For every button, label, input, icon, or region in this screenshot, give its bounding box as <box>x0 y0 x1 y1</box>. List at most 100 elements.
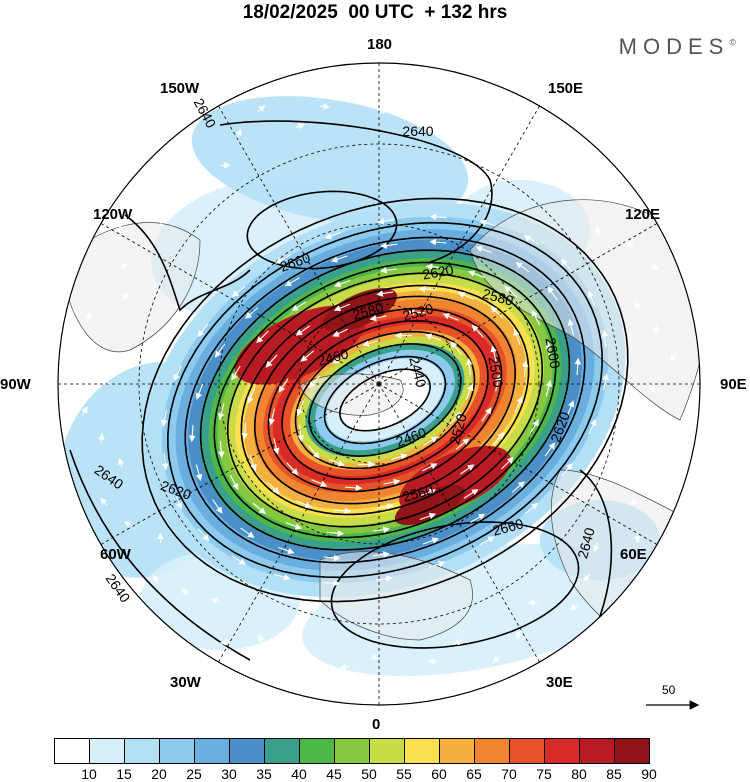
wind-arrow <box>513 328 521 346</box>
height-contour <box>227 272 543 528</box>
wind-arrow <box>153 574 160 584</box>
wind-arrow <box>275 254 291 264</box>
wind-arrow <box>455 438 470 450</box>
colorbar-swatch <box>334 738 370 764</box>
wind-arrow <box>462 126 471 134</box>
wind-arrow <box>332 328 349 337</box>
copyright-mark: © <box>729 37 736 48</box>
wind-arrow <box>566 400 575 417</box>
longitude-label: 90E <box>720 376 747 393</box>
wind-arrow <box>278 546 295 555</box>
wind-arrow <box>493 124 500 134</box>
map-title: 18/02/2025 00 UTC + 132 hrs <box>242 2 508 23</box>
wind-arrow <box>450 341 462 355</box>
wind-arrow <box>188 425 196 443</box>
wind-arrow <box>429 238 447 246</box>
contour-label: 2560 <box>401 481 435 505</box>
contour-label: 2600 <box>542 336 563 370</box>
wind-arrow <box>331 354 347 364</box>
contour-label: 2620 <box>421 261 455 282</box>
contour-labels: 2640 2640 2660 2620 2580 2580 2520 2460 2440 2500… <box>92 95 598 605</box>
height-contour <box>69 449 251 661</box>
wind-arrow <box>653 324 660 335</box>
wind-arrow <box>376 503 394 510</box>
wind-arrow <box>327 529 345 537</box>
colorbar-swatch <box>54 738 90 764</box>
wind-arrow <box>286 462 299 476</box>
wind-arrow <box>347 86 357 93</box>
wind-arrow <box>424 333 442 341</box>
height-contour <box>253 295 517 505</box>
colorbar-label: 25 <box>186 766 202 782</box>
colorbar-swatch <box>579 738 615 764</box>
wind-arrow <box>602 373 609 391</box>
wind-arrow <box>479 219 497 227</box>
wind-arrow <box>195 383 204 400</box>
contour-label: 2520 <box>401 300 435 324</box>
wind-arrow <box>297 424 305 442</box>
longitude-label: 90W <box>0 376 31 393</box>
wind-arrow <box>449 411 462 425</box>
wind-arrow <box>231 365 241 381</box>
contour-label: 2460 <box>316 345 350 369</box>
graticule <box>58 63 700 705</box>
wind-arrow <box>658 413 666 424</box>
wind-arrow <box>408 97 419 105</box>
wind-arrow <box>633 300 641 311</box>
colorbar-label: 60 <box>431 766 447 782</box>
wind-arrow <box>527 122 539 129</box>
wind-arrow <box>475 245 492 254</box>
wind-arrow <box>181 588 190 596</box>
latitude-circle <box>218 223 540 545</box>
wind-arrow <box>370 653 380 660</box>
colorbar-swatch <box>614 738 650 764</box>
wind-arrow <box>117 457 125 468</box>
wind-arrow <box>372 551 390 558</box>
wind-arrow <box>197 528 210 542</box>
wind-arrow <box>308 445 320 459</box>
wind-arrow <box>330 255 348 263</box>
contour-label: 2580 <box>351 299 385 323</box>
contour-label: 2640 <box>402 123 433 139</box>
wind-arrow <box>334 507 352 515</box>
longitude-label: 30W <box>170 674 201 691</box>
wind-arrow <box>235 128 242 139</box>
polar-map: 2640 2640 2660 2620 2580 2580 2520 2460 2440 2500… <box>57 62 701 706</box>
wind-arrow <box>401 675 411 682</box>
wind-arrow <box>583 573 591 582</box>
wind-arrow <box>323 554 341 562</box>
wind-arrow <box>81 406 88 416</box>
wind-arrow <box>307 671 318 678</box>
colorbar-label: 40 <box>291 766 307 782</box>
colorbar-label: 35 <box>256 766 272 782</box>
wind-arrow <box>265 354 278 368</box>
wind-arrow <box>511 481 525 493</box>
wind-arrow <box>117 224 124 236</box>
wind-arrow <box>85 312 92 323</box>
colorbar-label: 70 <box>501 766 517 782</box>
wind-arrow <box>629 467 637 476</box>
height-contour <box>330 521 580 649</box>
colorbar-label: 75 <box>536 766 552 782</box>
longitude-label: 120E <box>625 206 661 223</box>
wind-arrow <box>210 598 221 605</box>
wind-arrow <box>258 634 265 644</box>
wind-arrow <box>418 285 436 293</box>
wind-arrow <box>119 263 129 270</box>
colorbar-label: 20 <box>151 766 167 782</box>
wind-arrow <box>588 418 597 435</box>
wind-arrow <box>422 537 440 545</box>
colorbar-label: 85 <box>606 766 622 782</box>
colorbar-swatch <box>159 738 195 764</box>
wind-arrow <box>256 330 269 344</box>
wind-arrow <box>295 325 310 336</box>
contour-label: 2660 <box>491 515 525 539</box>
map-boundary <box>57 62 701 706</box>
wind-arrow <box>457 292 474 300</box>
wind-arrow <box>300 350 315 362</box>
contour-label: 2500 <box>485 355 506 389</box>
wind-arrow <box>296 400 305 417</box>
longitude-label: 60E <box>620 546 647 563</box>
wind-arrow <box>650 262 658 271</box>
wind-arrow <box>420 488 437 497</box>
